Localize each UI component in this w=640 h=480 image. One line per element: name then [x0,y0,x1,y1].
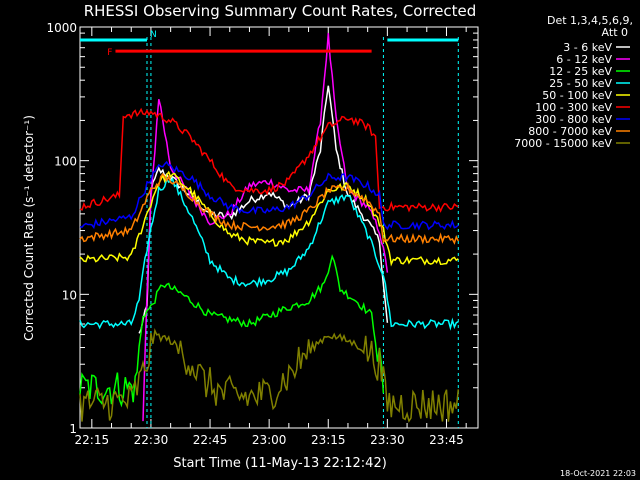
legend-label: 3 - 6 keV [563,41,612,54]
x-tick-label: 23:30 [370,433,405,447]
flag-label: N [150,30,157,40]
y-tick-label: 1000 [46,21,77,35]
legend-label: 12 - 25 keV [549,65,612,78]
legend-label: 50 - 100 keV [542,89,612,102]
series-line [79,107,459,213]
flag-label: F [107,48,112,58]
legend-header-line1: Det 1,3,4,5,6,9, [547,14,633,27]
legend-label: 6 - 12 keV [556,53,612,66]
legend-label: 100 - 300 keV [535,101,612,114]
series-line [142,33,389,422]
series-line [79,254,385,408]
legend-label: 7000 - 15000 keV [514,137,612,150]
legend-label: 300 - 800 keV [535,113,612,126]
series-line [79,160,459,231]
x-tick-label: 22:15 [75,433,110,447]
y-tick-label: 10 [62,288,77,302]
plot-frame [79,26,479,429]
y-tick-label: 1 [69,422,77,436]
plot-area: 1 10 100 1000 22:15 22:30 22:45 23:00 23:15 23:30… [46,21,479,447]
series-line [79,327,460,423]
series-line [79,177,459,331]
x-axis-label: Start Time (11-May-13 22:12:42) [173,456,387,471]
x-tick-label: 23:45 [429,433,464,447]
y-tick-label: 100 [54,155,77,169]
series-line [79,172,459,245]
legend-label: 800 - 7000 keV [528,125,612,138]
y-axis-label: Corrected Count Rate (s⁻¹ detector⁻¹) [22,115,36,341]
x-tick-label: 23:00 [252,433,287,447]
legend-label: 25 - 50 keV [549,77,612,90]
x-tick-label: 22:30 [134,433,169,447]
series-line [79,170,459,267]
x-tick-label: 23:15 [311,433,346,447]
legend-header-line2: Att 0 [602,26,628,39]
footer-date: 18-Oct-2021 22:03 [560,469,636,478]
chart-title: RHESSI Observing Summary Count Rates, Co… [84,2,477,20]
x-tick-label: 22:45 [193,433,228,447]
